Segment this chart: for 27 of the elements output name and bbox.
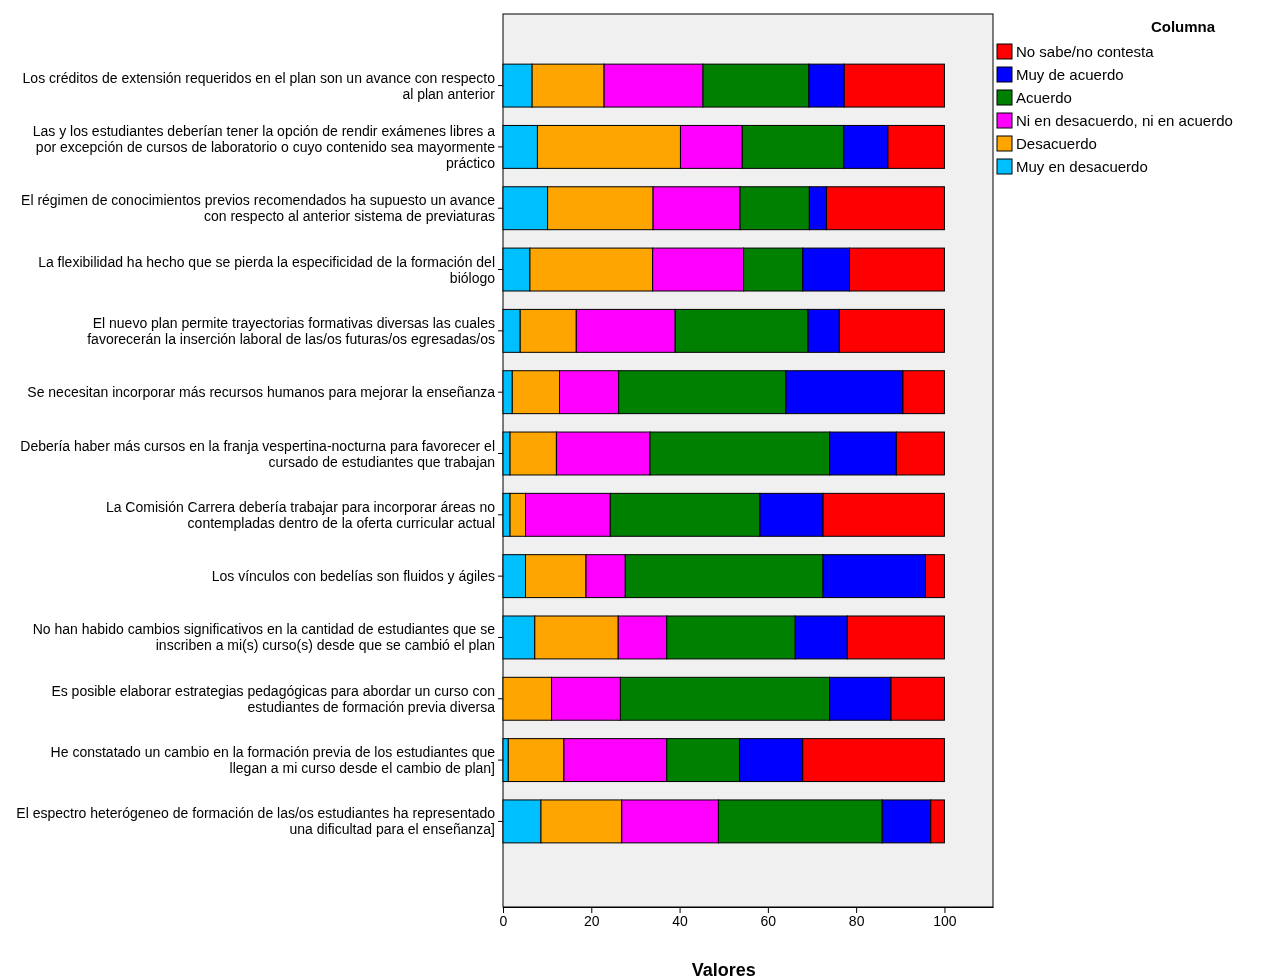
x-axis-title: Valores xyxy=(691,960,756,980)
legend-label: Muy en desacuerdo xyxy=(1016,158,1148,175)
legend-title: Columna xyxy=(1150,18,1216,35)
y-tick-label: He constatado un cambio en la formación previa de los estudiantes que llegan a mi curso desde el cambio de plan] xyxy=(50,744,496,777)
legend-label: Acuerdo xyxy=(1016,89,1072,106)
x-tick-label: 80 xyxy=(848,912,865,929)
y-tick-label: Los vínculos con bedelías son fluidos y ágiles xyxy=(211,568,495,585)
y-tick-label: La Comisión Carrera debería trabajar para incorporar áreas no contempladas dentro de la oferta curricular actual xyxy=(105,498,496,531)
y-tick-label: El nuevo plan permite trayectorias formativas diversas las cuales favorecerán la inserción laboral de las/os futuras/os egresadas/os xyxy=(87,314,495,347)
y-tick-label: Los créditos de extensión requeridos en el plan son un avance con respecto al plan anterior xyxy=(22,69,496,102)
x-tick-label: 40 xyxy=(672,912,689,929)
y-tick-label: No han habido cambios significativos en la cantidad de estudiantes que se inscriben a mi(s) curso(s) desde que se cambió el plan xyxy=(32,621,496,654)
y-tick-label: Es posible elaborar estrategias pedagógicas para abordar un curso con estudiantes de formación previa diversa xyxy=(51,682,496,715)
y-tick-label: El régimen de conocimientos previos recomendados ha supuesto un avance con respecto al anterior sistema de previaturas xyxy=(21,192,496,225)
x-tick-label: 60 xyxy=(760,912,777,929)
legend-label: Ni en desacuerdo, ni en acuerdo xyxy=(1016,112,1233,129)
legend-label: Desacuerdo xyxy=(1016,135,1097,152)
y-tick-label: El espectro heterógeneo de formación de las/os estudiantes ha representado una dificultad para el enseñanza] xyxy=(16,805,496,838)
y-tick-label: Debería haber más cursos en la franja vespertina-nocturna para favorecer el cursado de estudiantes que trabajan xyxy=(20,437,495,470)
y-tick-label: Se necesitan incorporar más recursos humanos para mejorar la enseñanza xyxy=(27,384,496,401)
legend-label: No sabe/no contesta xyxy=(1016,43,1155,60)
y-tick-label: Las y los estudiantes deberían tener la opción de rendir exámenes libres a por excepción de cursos de laboratorio o cuyo contenido sea mayormente práctico xyxy=(32,122,496,171)
x-tick-label: 20 xyxy=(584,912,600,929)
x-tick-label: 0 xyxy=(499,912,508,929)
x-tick-label: 100 xyxy=(933,912,957,929)
y-tick-label: La flexibilidad ha hecho que se pierda la especificidad de la formación del biólogo xyxy=(38,253,496,286)
legend-label: Muy de acuerdo xyxy=(1016,66,1124,83)
